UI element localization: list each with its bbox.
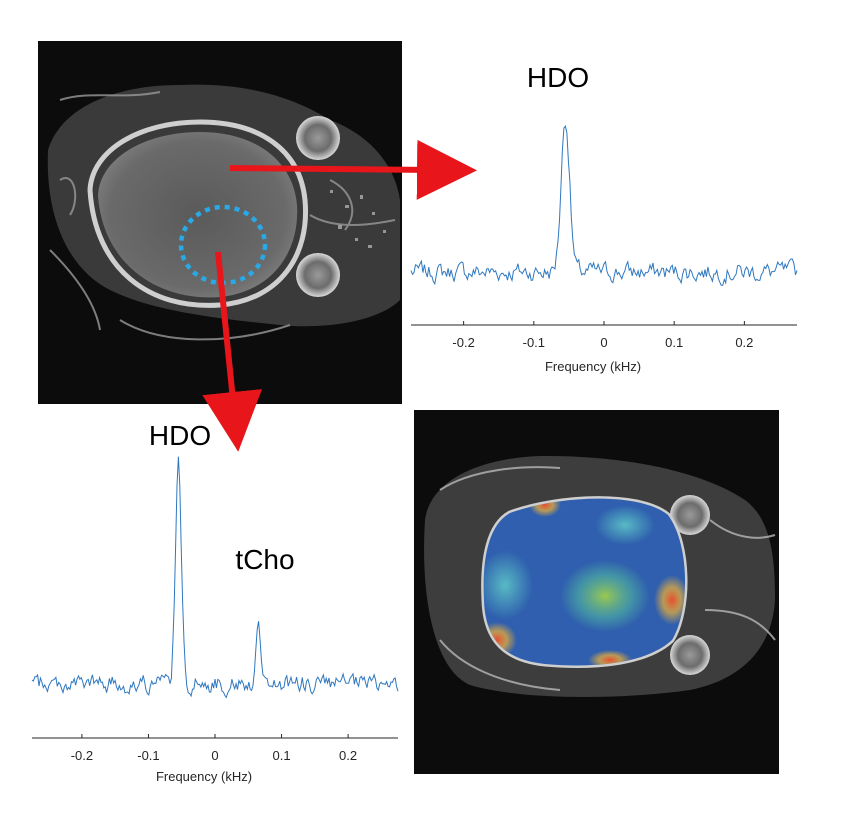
spectrum-chart-roi: -0.2 -0.1 0 0.1 0.2 HDO tCho Frequency (kHz): [31, 420, 399, 784]
mri-heatmap-image: [414, 410, 779, 774]
x-tick-label: -0.1: [523, 335, 545, 350]
heatmap-top-region: [595, 505, 655, 545]
mri-eye-lower: [670, 635, 710, 675]
x-tick-label: 0.2: [735, 335, 753, 350]
x-axis-label: Frequency (kHz): [545, 359, 641, 374]
x-tick-label: 0.1: [273, 748, 291, 763]
mri-speckle: [330, 190, 386, 248]
x-tick-label: 0: [211, 748, 218, 763]
x-axis-ticks: -0.2 -0.1 0 0.1 0.2: [452, 321, 753, 350]
mri-skull-rim: [87, 119, 309, 308]
spectrum-series-line: [31, 456, 399, 699]
x-axis-ticks: -0.2 -0.1 0 0.1 0.2: [71, 734, 357, 763]
x-tick-label: 0: [600, 335, 607, 350]
arrow-to-roi-spectrum: [202, 251, 263, 452]
mri-image: [38, 41, 402, 404]
heatmap-center-region: [515, 530, 665, 650]
x-tick-label: 0.2: [339, 748, 357, 763]
peak-label-hdo: HDO: [527, 62, 589, 93]
heatmap-hotspot-right: [654, 575, 686, 625]
peak-label-tcho: tCho: [235, 544, 294, 575]
spectrum-series-line: [410, 125, 798, 286]
mri-texture: [439, 466, 776, 691]
mri-eye-upper: [296, 116, 340, 160]
x-tick-label: -0.2: [452, 335, 474, 350]
mri-eye-upper: [670, 495, 710, 535]
x-tick-label: -0.2: [71, 748, 93, 763]
peak-label-hdo: HDO: [149, 420, 211, 451]
arrow-to-global-spectrum: [229, 139, 477, 200]
mri-eye-lower: [296, 253, 340, 297]
x-tick-label: -0.1: [137, 748, 159, 763]
heatmap-left-region: [483, 550, 533, 620]
x-tick-label: 0.1: [665, 335, 683, 350]
mri-texture: [49, 91, 396, 341]
x-axis-label: Frequency (kHz): [156, 769, 252, 784]
heatmap-overlay: [483, 498, 686, 666]
spectrum-chart-global: -0.2 -0.1 0 0.1 0.2 HDO Frequency (kHz): [410, 62, 798, 374]
